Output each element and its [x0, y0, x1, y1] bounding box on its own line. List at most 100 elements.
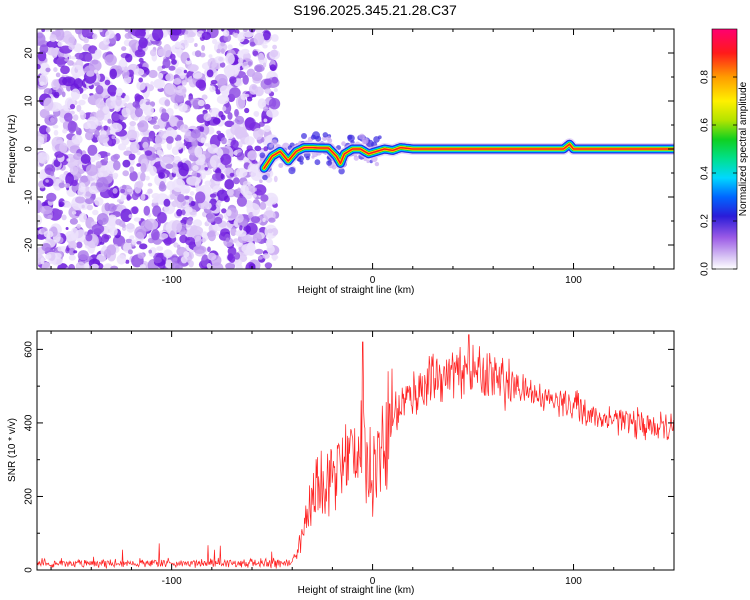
noise-blob	[224, 179, 235, 190]
ridge-halo-blob	[301, 133, 307, 139]
noise-blob	[68, 264, 76, 269]
noise-blob	[70, 227, 79, 241]
noise-blob	[236, 152, 245, 161]
noise-blob	[45, 179, 49, 183]
noise-blob	[242, 62, 248, 66]
noise-blob	[244, 136, 255, 146]
noise-blob	[153, 257, 162, 264]
noise-blob	[254, 145, 262, 152]
y-tick-label: 400	[24, 414, 35, 431]
noise-blob	[163, 237, 172, 246]
noise-blob	[112, 113, 120, 121]
noise-blob	[83, 37, 89, 44]
noise-blob	[235, 263, 243, 269]
noise-blob	[166, 136, 174, 144]
noise-blob	[208, 54, 213, 58]
noise-blob	[230, 139, 239, 149]
noise-blob	[269, 64, 276, 71]
noise-blob	[266, 108, 279, 118]
noise-blob	[151, 193, 161, 200]
noise-blob	[184, 195, 190, 200]
noise-blob	[215, 232, 220, 236]
ridge-halo-blob	[314, 159, 321, 166]
noise-blob	[124, 32, 132, 40]
noise-blob	[225, 53, 235, 65]
noise-blob	[226, 209, 232, 217]
noise-blob	[140, 163, 147, 173]
noise-blob	[93, 153, 102, 161]
ridge-halo-blob	[353, 155, 359, 161]
noise-blob	[163, 249, 173, 259]
noise-blob	[221, 208, 227, 214]
noise-blob	[239, 225, 243, 231]
noise-blob	[58, 182, 65, 189]
noise-blob	[263, 125, 271, 133]
noise-blob	[216, 130, 221, 135]
noise-blob	[153, 124, 160, 130]
noise-blob	[259, 201, 267, 210]
noise-blob	[253, 184, 267, 196]
noise-blob	[252, 232, 262, 243]
noise-blob	[127, 249, 133, 255]
noise-blob	[94, 129, 100, 138]
noise-blob	[74, 52, 84, 60]
noise-blob	[123, 66, 128, 73]
noise-blob	[225, 129, 231, 135]
noise-blob	[111, 135, 116, 140]
noise-blob	[171, 44, 184, 54]
noise-blob	[226, 189, 234, 196]
colorbar-tick-label: 0.2	[700, 214, 711, 228]
noise-blob	[81, 204, 85, 209]
noise-blob	[175, 85, 187, 96]
noise-blob	[129, 171, 138, 182]
noise-blob	[85, 131, 94, 141]
noise-blob	[207, 144, 219, 154]
noise-blob	[94, 49, 102, 57]
noise-blob	[237, 57, 244, 64]
noise-blob	[107, 203, 117, 212]
y-tick-label: -20	[24, 237, 35, 252]
noise-blob	[69, 218, 78, 225]
noise-blob	[168, 65, 176, 71]
noise-blob	[126, 223, 135, 233]
noise-blob	[194, 181, 200, 189]
ridge-halo-blob	[315, 135, 322, 142]
noise-blob	[166, 141, 173, 151]
spectrogram-y-ticks: 20 10 0 -10 -20	[24, 47, 674, 252]
noise-blob	[110, 265, 119, 269]
noise-blob	[271, 76, 279, 84]
noise-blob	[223, 29, 230, 37]
noise-blob	[215, 201, 221, 209]
noise-blob	[149, 101, 156, 107]
x-tick-label: 0	[370, 275, 376, 286]
noise-blob	[183, 251, 190, 258]
ridge-halo-blob	[269, 143, 273, 148]
noise-blob	[69, 165, 79, 175]
noise-blob	[262, 217, 266, 223]
noise-blob	[225, 262, 236, 269]
noise-blob	[219, 62, 226, 68]
ridge-halo-blob	[259, 152, 266, 159]
snr-x-label: Height of straight line (km)	[298, 585, 415, 596]
noise-blob	[247, 150, 258, 161]
noise-blob	[129, 121, 136, 127]
noise-blob	[197, 99, 205, 107]
noise-blob	[97, 172, 104, 178]
noise-blob	[254, 112, 259, 117]
noise-blob	[112, 172, 119, 179]
noise-blob	[107, 152, 111, 156]
noise-blob	[243, 29, 248, 32]
noise-blob	[125, 238, 133, 244]
noise-blob	[192, 99, 200, 110]
noise-blob	[171, 200, 179, 208]
noise-blob	[48, 253, 52, 259]
noise-blob	[271, 34, 279, 42]
ridge-halo-blob	[310, 134, 316, 140]
noise-blob	[154, 134, 163, 146]
noise-blob	[184, 129, 192, 137]
noise-blob	[75, 29, 83, 35]
noise-blob	[110, 122, 123, 133]
noise-blob	[204, 180, 212, 186]
noise-blob	[110, 154, 119, 162]
ridge-halo-blob	[362, 137, 369, 145]
